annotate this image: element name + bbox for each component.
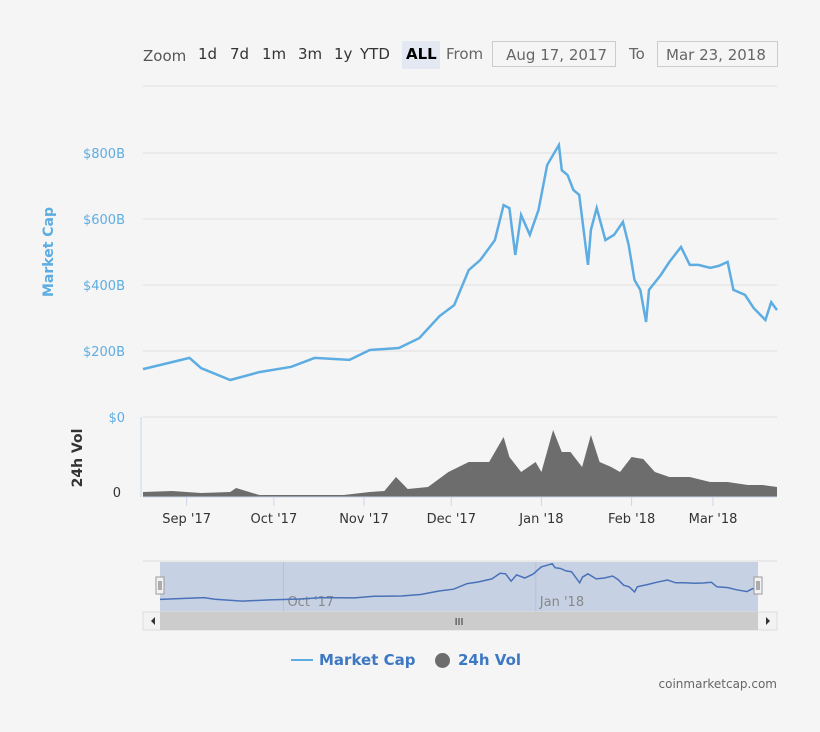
- legend-label-volume: 24h Vol: [458, 651, 522, 669]
- range-button-ytd[interactable]: YTD: [360, 45, 390, 63]
- from-date-input[interactable]: Aug 17, 2017: [492, 41, 616, 67]
- range-button-all-bg: [402, 41, 440, 69]
- range-button-3m[interactable]: 3m: [298, 45, 323, 63]
- volume-area: [143, 430, 777, 497]
- x-tick-label: Nov '17: [339, 512, 389, 527]
- to-label: To: [629, 45, 645, 63]
- to-date-input[interactable]: Mar 23, 2018: [657, 41, 778, 67]
- x-tick-label: Jan '18: [518, 512, 563, 527]
- from-label: From: [446, 45, 484, 63]
- credit-link[interactable]: coinmarketcap.com: [658, 677, 777, 691]
- zoom-label: Zoom: [143, 47, 187, 65]
- navigator-handle-right[interactable]: [753, 576, 763, 595]
- y-tick-label: $200B: [83, 345, 125, 360]
- y-axis-title: Market Cap: [41, 207, 57, 297]
- y-tick-label: $400B: [83, 279, 125, 294]
- line-legend-icon: [291, 659, 313, 661]
- scroll-left-arrow-icon[interactable]: [151, 617, 155, 625]
- x-tick-label: Feb '18: [608, 512, 655, 527]
- range-button-1m[interactable]: 1m: [262, 45, 287, 63]
- x-tick-label: Mar '18: [689, 512, 738, 527]
- volume-tick-label: 0: [113, 486, 121, 501]
- y-tick-label: $800B: [83, 147, 125, 162]
- range-button-7d[interactable]: 7d: [230, 45, 250, 63]
- legend-item-volume[interactable]: 24h Vol: [435, 651, 521, 669]
- y-tick-label: $0: [108, 411, 125, 426]
- legend-label-market-cap: Market Cap: [319, 651, 416, 669]
- navigator-line: [159, 562, 759, 602]
- x-tick-label: Oct '17: [251, 512, 298, 527]
- x-tick-label: Dec '17: [427, 512, 476, 527]
- scrollbar-thumb[interactable]: [160, 612, 758, 630]
- range-button-all[interactable]: ALL: [406, 45, 437, 63]
- circle-legend-icon: [435, 652, 450, 668]
- navigator-handle-left[interactable]: [155, 576, 165, 595]
- range-button-1d[interactable]: 1d: [198, 45, 218, 63]
- range-button-1y[interactable]: 1y: [334, 45, 353, 63]
- y-tick-label: $600B: [83, 213, 125, 228]
- volume-axis-title: 24h Vol: [70, 429, 86, 488]
- market-cap-line: [142, 141, 779, 382]
- x-tick-label: Sep '17: [162, 512, 211, 527]
- legend-item-market-cap[interactable]: Market Cap: [291, 651, 415, 669]
- scrollbar-grip-icon: III: [455, 617, 464, 628]
- navigator-tick-label: Jan '18: [539, 595, 584, 610]
- scroll-right-arrow-icon[interactable]: [766, 617, 770, 625]
